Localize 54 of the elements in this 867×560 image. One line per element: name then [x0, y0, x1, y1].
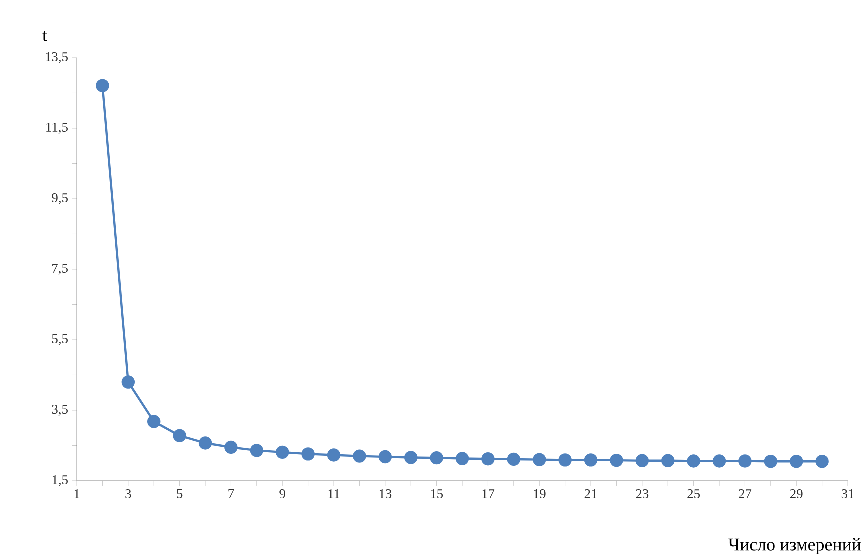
x-axis-title: Число измерений: [728, 538, 862, 554]
x-tick-label: 1: [74, 490, 80, 498]
x-tick-label: 13: [380, 490, 392, 499]
x-tick-label: 3: [126, 490, 132, 499]
point: [816, 454, 829, 468]
point: [173, 429, 186, 442]
point: [404, 451, 418, 464]
x-tick-label: 31: [842, 490, 854, 499]
point: [122, 376, 136, 389]
y-tick-label: 3,5: [52, 404, 68, 416]
point: [610, 454, 624, 468]
point: [482, 452, 495, 466]
point: [533, 453, 546, 466]
x-tick-label: 15: [431, 490, 444, 499]
point: [584, 454, 598, 467]
point: [378, 450, 392, 464]
point: [327, 448, 341, 462]
point: [456, 452, 470, 466]
x-tick-label: 21: [584, 490, 597, 498]
x-tick-label: 5: [177, 490, 183, 498]
x-tick-label: 7: [228, 490, 234, 498]
x-tick-label: 19: [534, 490, 546, 499]
x-tick-label: 23: [636, 490, 649, 499]
point: [764, 454, 778, 468]
point: [250, 444, 264, 458]
point: [662, 454, 675, 468]
y-tick-label: 7,5: [52, 264, 68, 275]
point: [507, 452, 521, 466]
point: [738, 454, 752, 468]
y-tick-label: 11,5: [46, 123, 68, 134]
point: [712, 454, 726, 468]
point: [636, 454, 650, 468]
point: [276, 446, 290, 460]
x-tick-label: 17: [482, 490, 495, 498]
x-tick-label: 11: [328, 490, 340, 498]
point: [790, 454, 804, 468]
point: [224, 440, 238, 454]
point: [430, 451, 444, 465]
point: [353, 450, 366, 463]
point: [148, 415, 161, 428]
point: [96, 79, 110, 92]
y-axis-title: t: [42, 31, 48, 42]
x-tick-label: 27: [739, 490, 752, 498]
x-tick-label: 25: [688, 490, 700, 499]
point: [198, 436, 212, 450]
y-tick-label: 9,5: [52, 193, 68, 204]
y-tick-label: 13,5: [46, 52, 68, 64]
x-tick-label: 29: [790, 490, 803, 499]
point: [302, 448, 315, 461]
x-tick-label: 9: [280, 490, 286, 499]
y-tick-label: 1,5: [52, 476, 68, 486]
point: [558, 454, 572, 467]
y-tick-label: 5,5: [52, 334, 68, 346]
point: [687, 454, 700, 468]
